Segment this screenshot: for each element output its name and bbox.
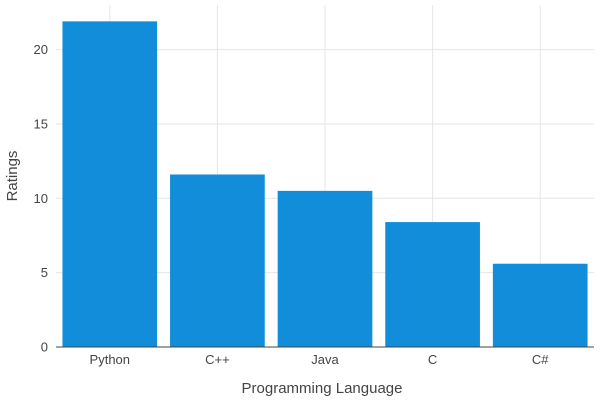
x-axis-title: Programming Language: [242, 380, 403, 397]
bar-cplusplus: [170, 174, 265, 347]
x-tick-label: Python: [90, 352, 130, 367]
axis-layer: 0 5 10 15 20 Python C++ Java C C#: [34, 42, 594, 367]
y-tick-label: 5: [41, 265, 48, 280]
x-tick-label: C: [428, 352, 437, 367]
y-tick-label: 20: [34, 42, 48, 57]
bar-python: [62, 21, 158, 348]
x-tick-label: Java: [311, 352, 339, 367]
bar-layer: [62, 21, 588, 348]
y-tick-label: 0: [41, 340, 48, 355]
bar-csharp: [492, 263, 588, 347]
x-tick-label: C#: [532, 352, 549, 367]
y-axis-title: Ratings: [4, 151, 21, 202]
bar-c: [385, 222, 480, 347]
y-tick-label: 10: [34, 191, 48, 206]
y-tick-label: 15: [34, 116, 48, 131]
x-tick-label: C++: [205, 352, 230, 367]
bar-java: [277, 190, 373, 347]
